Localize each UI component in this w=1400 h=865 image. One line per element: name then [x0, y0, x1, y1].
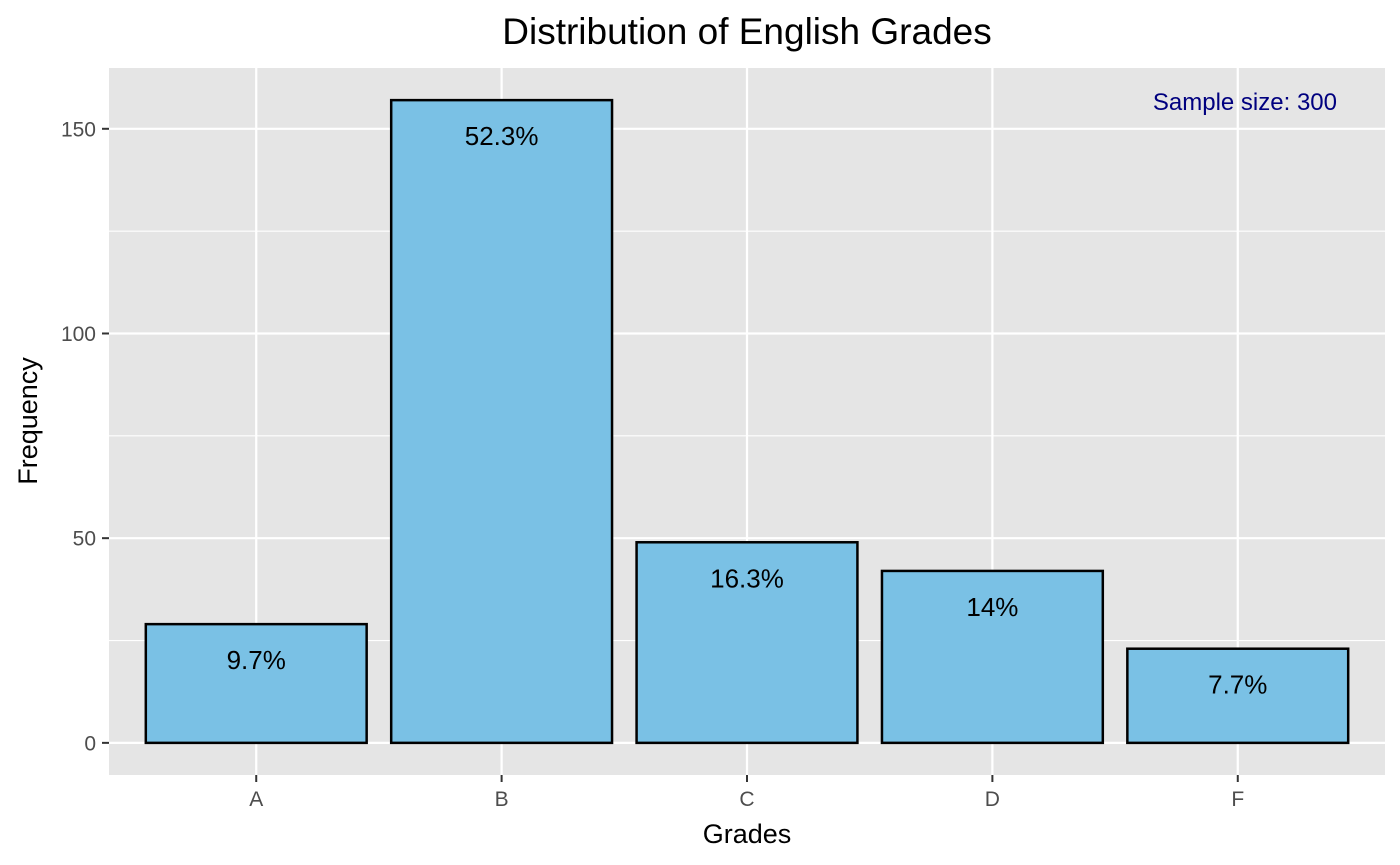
y-tick-label: 0: [84, 732, 96, 755]
x-tick-label: D: [985, 788, 1000, 811]
bar-label: 9.7%: [227, 645, 286, 675]
bar-F: [1126, 647, 1350, 745]
bar-label: 14%: [966, 592, 1018, 622]
bar-B: [389, 98, 614, 745]
x-axis-title: Grades: [703, 819, 792, 849]
y-axis-title: Frequency: [13, 357, 43, 485]
bar-label: 52.3%: [465, 121, 539, 151]
bar-D: [880, 569, 1105, 745]
x-tick-label: A: [249, 788, 263, 811]
bar-labels: 9.7% 52.3% 16.3% 14% 7.7%: [227, 121, 1268, 700]
chart-title: Distribution of English Grades: [502, 11, 991, 52]
x-tick-label: F: [1231, 788, 1244, 811]
axes: 0 50 100 150 A B C D F: [61, 118, 1244, 811]
bar-label: 7.7%: [1208, 670, 1267, 700]
x-tick-label: B: [495, 788, 509, 811]
bar-label: 16.3%: [710, 563, 784, 593]
y-tick-label: 100: [61, 323, 96, 346]
bar-C: [635, 541, 859, 745]
bar-A: [144, 622, 368, 745]
bars: [144, 98, 1350, 745]
sample-size-annotation: Sample size: 300: [1153, 89, 1337, 116]
y-tick-label: 150: [61, 118, 96, 141]
x-tick-label: C: [739, 788, 754, 811]
y-tick-label: 50: [73, 528, 96, 551]
